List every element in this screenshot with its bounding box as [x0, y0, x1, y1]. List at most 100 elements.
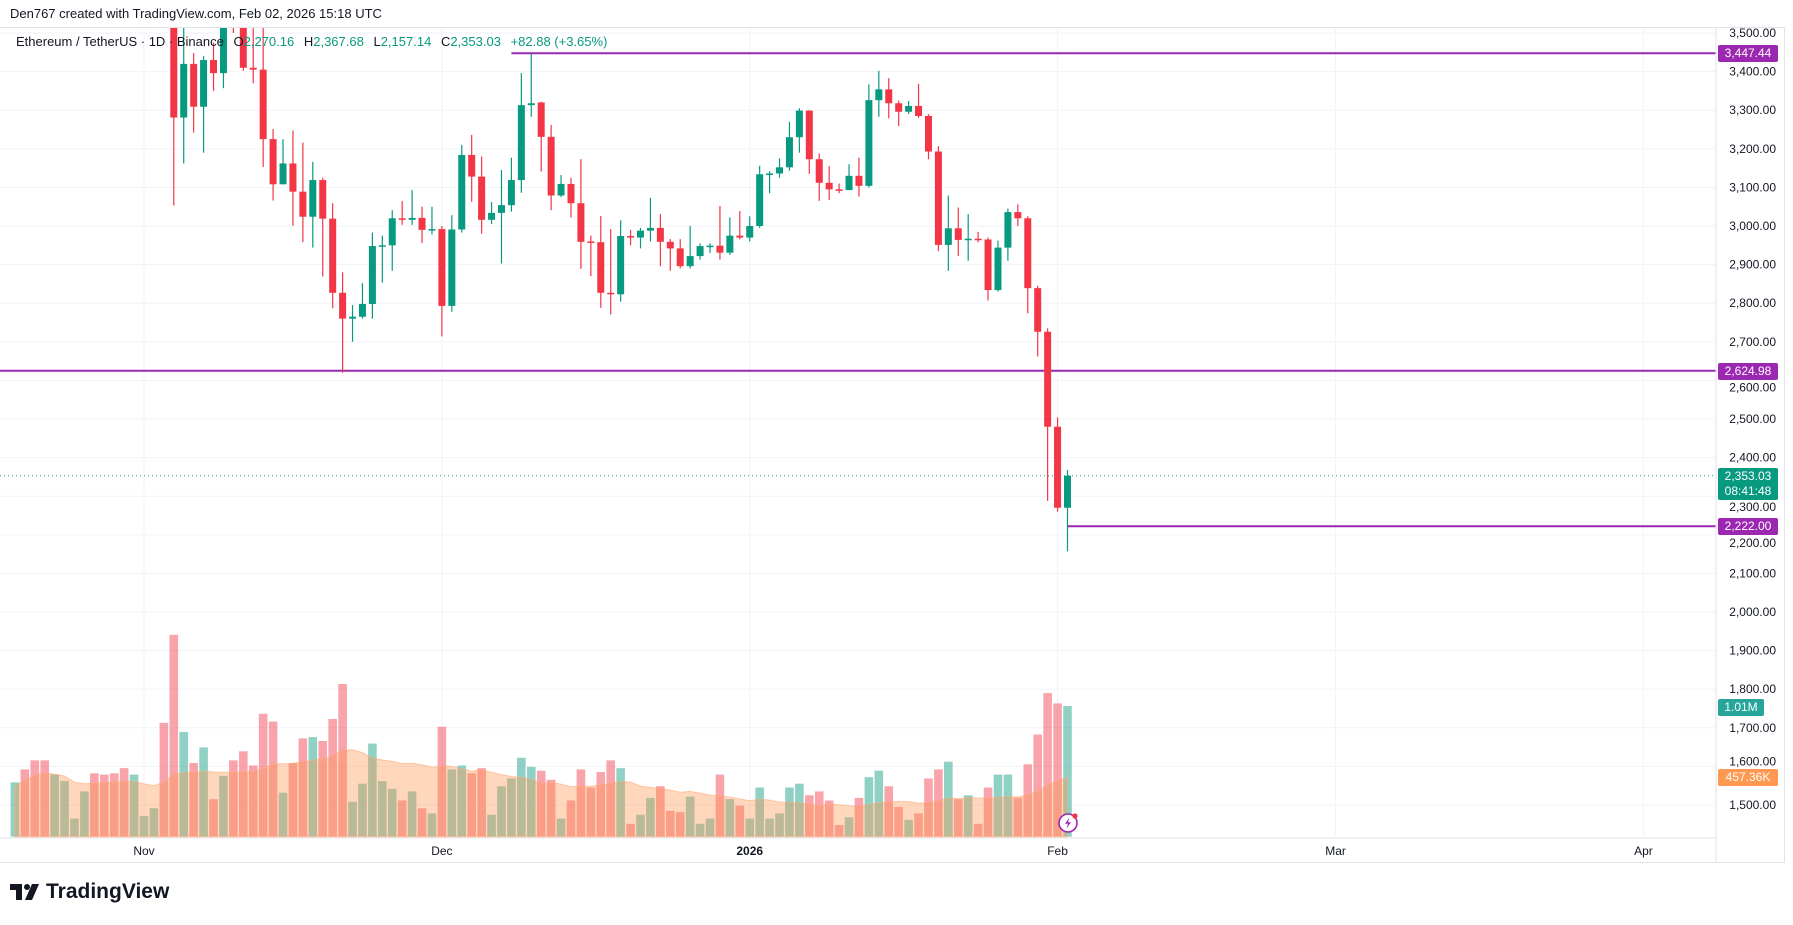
candle [736, 210, 744, 240]
candle-body [835, 189, 843, 191]
candle [1044, 328, 1052, 501]
candle [895, 100, 903, 127]
lightning-icon[interactable] [1058, 813, 1078, 833]
candle-body [905, 105, 913, 112]
symbol-title[interactable]: Ethereum / TetherUS · 1D · Binance [16, 34, 224, 49]
close-label: C [440, 34, 451, 49]
candle [368, 232, 376, 319]
candle [190, 53, 198, 133]
candle-body [964, 238, 972, 241]
volume-bar [894, 806, 903, 837]
y-tick-label: 2,200.00 [1729, 536, 1776, 550]
candle [974, 231, 982, 243]
candle-body [795, 110, 803, 138]
candle [577, 159, 585, 269]
candle-body [736, 235, 744, 238]
price-axis: 3,500.00 3,400.00 3,300.00 3,200.00 3,100.00… [1715, 26, 1776, 862]
y-tick-label: 1,900.00 [1729, 644, 1776, 658]
candle-body [239, 28, 247, 68]
tradingview-logo-icon [10, 884, 39, 900]
candle-body [766, 173, 774, 176]
candle [785, 121, 793, 171]
candle-body [517, 105, 525, 181]
y-tick-label: 3,200.00 [1729, 142, 1776, 156]
candle [358, 283, 366, 319]
volume-bar [914, 813, 923, 837]
volume-bar [60, 781, 69, 837]
candle [716, 205, 724, 260]
candle-body [756, 174, 764, 226]
candle [637, 227, 644, 249]
candle [567, 177, 575, 218]
candle [458, 144, 466, 233]
y-tick-label: 3,000.00 [1729, 219, 1776, 233]
candle-body [170, 28, 178, 118]
candle-body [408, 217, 416, 220]
volume-bar [427, 813, 437, 837]
candle-body [686, 256, 694, 267]
volume-bar [447, 769, 457, 837]
volume-bar [387, 788, 397, 837]
candle-body [944, 228, 952, 245]
volume-bar [1053, 703, 1062, 837]
change-value: +82.88 (+3.65%) [510, 34, 608, 49]
candle-body [617, 236, 625, 295]
candle [676, 239, 684, 269]
candle-body [339, 292, 347, 319]
candle [319, 177, 327, 277]
candle-body [219, 28, 227, 74]
y-tick-label: 3,400.00 [1729, 65, 1776, 79]
volume-bar [934, 769, 943, 837]
candle-body [1034, 288, 1042, 332]
volume-bar [517, 757, 526, 837]
candle [587, 235, 595, 277]
candle [885, 78, 893, 119]
volume-bar [397, 800, 407, 837]
candle [656, 214, 664, 267]
candle-body [428, 229, 436, 231]
volume-bar [199, 747, 208, 837]
candle [805, 110, 813, 174]
candle-body [646, 227, 654, 231]
candle [666, 239, 674, 271]
volume-bar [457, 765, 467, 837]
volume-bar [437, 726, 447, 837]
volume-bar [378, 781, 387, 837]
candle [1034, 285, 1042, 357]
volume-bar [656, 786, 665, 837]
candle [517, 73, 525, 193]
candle [964, 214, 972, 261]
tradingview-logo[interactable]: TradingView [10, 880, 169, 904]
candle-body [309, 180, 317, 217]
low-label: L [373, 34, 381, 49]
volume-bar [685, 796, 695, 837]
volume-bar [665, 810, 675, 837]
volume-bar [864, 777, 874, 837]
candle-body [259, 69, 267, 140]
candle [219, 28, 227, 89]
candle [170, 28, 178, 206]
candle [210, 42, 218, 91]
candle [478, 156, 486, 234]
volume-bar [874, 770, 884, 837]
candle [269, 129, 277, 201]
candle [408, 190, 416, 225]
candle [1024, 216, 1032, 314]
candle [597, 215, 605, 308]
volume-bar [944, 761, 953, 837]
candle-body [329, 218, 337, 293]
candle [537, 101, 545, 172]
candle-body [776, 167, 784, 174]
volume-bar [129, 774, 139, 837]
candle [259, 28, 267, 167]
candle [627, 229, 635, 246]
candle-body [1004, 212, 1012, 248]
volume-bar [417, 808, 427, 837]
volume-bar [189, 762, 198, 837]
candle [438, 226, 446, 337]
volume-bar [785, 787, 794, 837]
volume-bar [904, 819, 913, 837]
volume-bar [765, 818, 774, 837]
candle-body [587, 241, 595, 243]
